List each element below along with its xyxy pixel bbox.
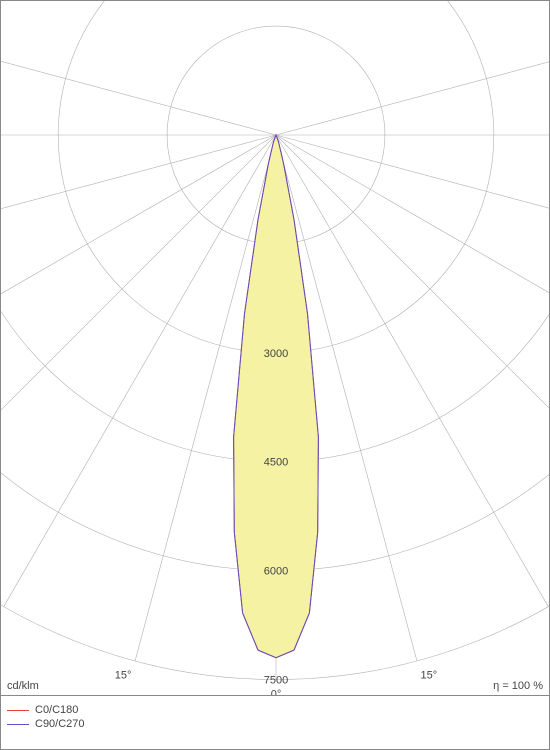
svg-text:7500: 7500 xyxy=(264,675,288,687)
unit-label: cd/klm xyxy=(7,680,39,692)
polar-chart-container: 0°15°30°45°60°75°90°105°15°30°45°60°75°9… xyxy=(0,0,550,750)
svg-text:6000: 6000 xyxy=(264,566,288,578)
legend-label: C90/C270 xyxy=(35,718,85,730)
legend: C0/C180 C90/C270 xyxy=(7,704,85,732)
svg-text:0°: 0° xyxy=(271,689,282,696)
chart-footer: cd/klm η = 100 % C0/C180C90/C270 xyxy=(1,696,549,750)
chart-area: 0°15°30°45°60°75°90°105°15°30°45°60°75°9… xyxy=(1,1,549,696)
legend-item: C90/C270 xyxy=(7,718,85,730)
svg-text:4500: 4500 xyxy=(264,457,288,469)
legend-swatch xyxy=(7,710,29,711)
polar-chart-svg: 0°15°30°45°60°75°90°105°15°30°45°60°75°9… xyxy=(1,1,549,695)
svg-text:15°: 15° xyxy=(421,669,438,681)
svg-text:3000: 3000 xyxy=(264,348,288,360)
legend-item: C0/C180 xyxy=(7,704,85,716)
legend-swatch xyxy=(7,724,29,725)
legend-label: C0/C180 xyxy=(35,704,78,716)
svg-text:15°: 15° xyxy=(115,669,132,681)
efficiency-label: η = 100 % xyxy=(493,680,543,692)
